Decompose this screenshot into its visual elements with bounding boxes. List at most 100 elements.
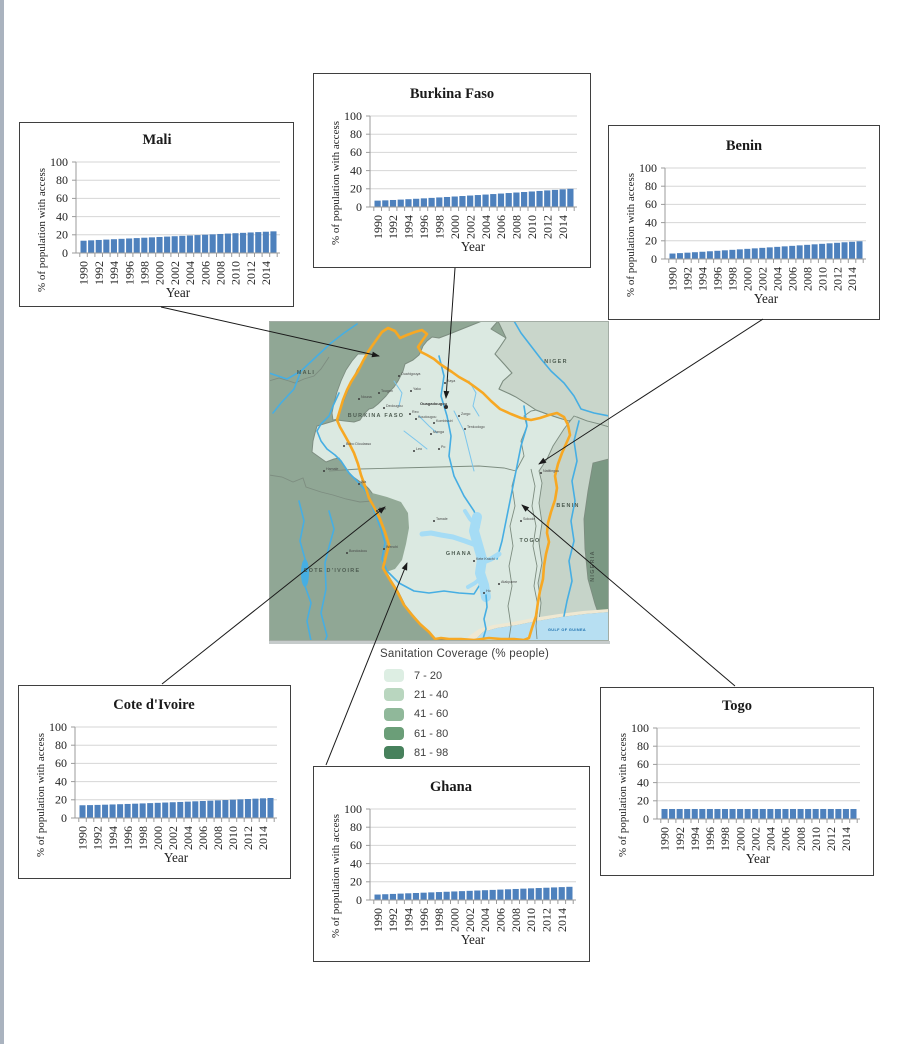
svg-text:2002: 2002 [166,826,180,850]
svg-text:Zorgo: Zorgo [461,412,470,416]
svg-text:1990: 1990 [666,267,680,291]
svg-text:Year: Year [461,239,486,254]
svg-text:2010: 2010 [524,908,538,932]
svg-text:1998: 1998 [138,261,152,285]
svg-text:2014: 2014 [259,261,273,285]
svg-text:% of population with access: % of population with access [36,168,48,292]
svg-text:1994: 1994 [107,261,121,285]
svg-text:2014: 2014 [845,267,859,291]
svg-text:1994: 1994 [106,826,120,850]
svg-text:20: 20 [637,794,649,808]
svg-text:2000: 2000 [448,908,462,932]
svg-text:2004: 2004 [183,261,197,285]
svg-text:2002: 2002 [168,261,182,285]
svg-text:0: 0 [643,812,649,826]
svg-text:2012: 2012 [241,826,255,850]
svg-text:2000: 2000 [448,215,462,239]
svg-text:1994: 1994 [402,908,416,932]
svg-text:GHANA: GHANA [446,551,472,557]
svg-text:60: 60 [645,197,657,211]
svg-text:20: 20 [350,875,362,889]
svg-text:Wa: Wa [361,480,366,484]
svg-text:2006: 2006 [779,827,793,851]
svg-text:40: 40 [637,775,649,789]
svg-text:Year: Year [461,932,486,947]
svg-text:2006: 2006 [198,261,212,285]
svg-text:Leo: Leo [416,447,422,451]
svg-text:2008: 2008 [510,215,524,239]
svg-text:Nouna: Nouna [361,395,372,399]
svg-text:20: 20 [645,234,657,248]
svg-text:1990: 1990 [371,908,385,932]
svg-text:NIGER: NIGER [544,359,568,365]
svg-text:Bole: Bole [379,507,386,511]
svg-text:Year: Year [754,291,779,306]
svg-text:2014: 2014 [839,827,853,851]
svg-text:1998: 1998 [718,827,732,851]
svg-text:60: 60 [55,756,67,770]
svg-text:Ouahigouya: Ouahigouya [401,372,420,376]
svg-text:40: 40 [56,209,68,223]
svg-text:2008: 2008 [800,267,814,291]
svg-text:40: 40 [645,215,657,229]
svg-text:Wenchi: Wenchi [386,545,398,549]
svg-text:100: 100 [344,802,362,816]
svg-text:Hamale: Hamale [326,467,338,471]
svg-text:2010: 2010 [525,215,539,239]
svg-text:1994: 1994 [402,215,416,239]
svg-text:2014: 2014 [555,908,569,932]
svg-text:1998: 1998 [136,826,150,850]
svg-text:1990: 1990 [658,827,672,851]
svg-text:1992: 1992 [386,908,400,932]
svg-text:2006: 2006 [785,267,799,291]
svg-text:1996: 1996 [121,826,135,850]
svg-text:1998: 1998 [432,908,446,932]
svg-text:NIGERIA: NIGERIA [590,550,596,582]
svg-text:2010: 2010 [229,261,243,285]
svg-text:80: 80 [645,179,657,193]
svg-text:1994: 1994 [696,267,710,291]
svg-text:80: 80 [350,127,362,141]
svg-text:100: 100 [631,721,649,735]
svg-text:60: 60 [350,145,362,159]
svg-text:2000: 2000 [151,826,165,850]
svg-text:Tenkodogo: Tenkodogo [467,425,485,429]
svg-text:2004: 2004 [770,267,784,291]
svg-text:Year: Year [166,285,191,300]
svg-text:Ouagadougou: Ouagadougou [420,401,448,406]
svg-text:Tamale: Tamale [436,517,448,521]
svg-text:BENIN: BENIN [556,503,579,509]
svg-text:Kombissiri: Kombissiri [436,419,453,423]
svg-text:2008: 2008 [794,827,808,851]
svg-text:COTE D'IVOIRE: COTE D'IVOIRE [304,568,361,574]
svg-text:80: 80 [350,820,362,834]
svg-text:0: 0 [62,246,68,260]
svg-text:0: 0 [356,200,362,214]
svg-text:1996: 1996 [417,908,431,932]
svg-text:Natitingou: Natitingou [543,469,559,473]
svg-text:2002: 2002 [756,267,770,291]
svg-text:Reo: Reo [412,410,419,414]
svg-text:1992: 1992 [673,827,687,851]
svg-text:2008: 2008 [211,826,225,850]
svg-text:2004: 2004 [181,826,195,850]
svg-text:Ho: Ho [486,589,491,593]
svg-text:GULF OF GUINEA: GULF OF GUINEA [548,628,586,632]
svg-text:Po: Po [441,445,445,449]
svg-text:0: 0 [356,893,362,907]
svg-text:2014: 2014 [556,215,570,239]
svg-text:60: 60 [350,838,362,852]
svg-text:BURKINA FASO: BURKINA FASO [348,413,404,419]
svg-text:2006: 2006 [494,215,508,239]
svg-text:Manga: Manga [433,430,444,434]
svg-text:1992: 1992 [92,261,106,285]
svg-text:2004: 2004 [764,827,778,851]
svg-text:1990: 1990 [77,261,91,285]
svg-text:Burkina Faso: Burkina Faso [410,86,494,102]
svg-text:1992: 1992 [386,215,400,239]
svg-text:2002: 2002 [748,827,762,851]
svg-text:80: 80 [637,739,649,753]
svg-text:2004: 2004 [478,908,492,932]
svg-text:1996: 1996 [122,261,136,285]
svg-text:2006: 2006 [196,826,210,850]
